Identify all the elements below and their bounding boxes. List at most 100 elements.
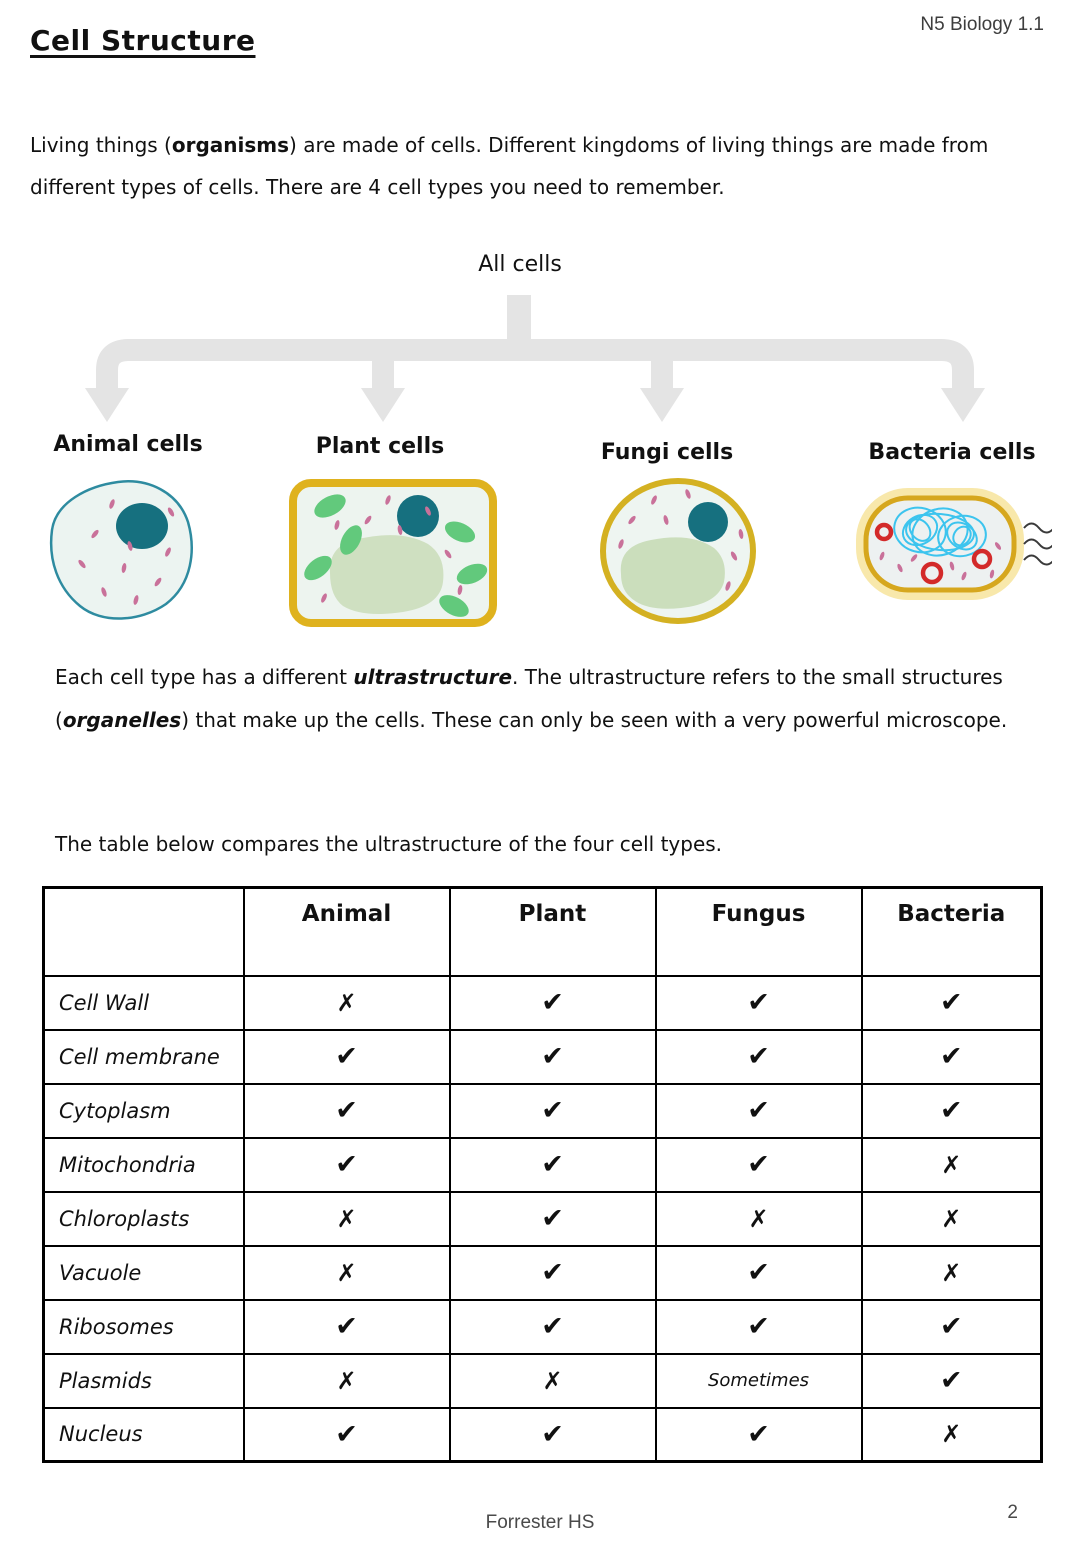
- row-label: Chloroplasts: [42, 1190, 245, 1247]
- cell-value: ✔: [654, 1406, 863, 1463]
- cell-value: ✗: [860, 1190, 1043, 1247]
- row-label: Ribosomes: [42, 1298, 245, 1355]
- page-number: 2: [1007, 1502, 1018, 1523]
- fungi-ribosome-specks: [618, 489, 744, 591]
- arrowhead-fungi: [640, 388, 684, 422]
- intro-text-pre: Living things (: [30, 133, 172, 157]
- label-plant-cells: Plant cells: [315, 434, 445, 459]
- cell-value: Sometimes: [654, 1352, 863, 1409]
- row-label: Cell membrane: [42, 1028, 245, 1085]
- table-row-cell-membrane: Cell membrane ✔ ✔ ✔ ✔: [42, 1028, 1043, 1085]
- cell-value: ✗: [860, 1406, 1043, 1463]
- plant-chloroplasts: [304, 494, 488, 617]
- table-row-chloroplasts: Chloroplasts ✗ ✔ ✗ ✗: [42, 1190, 1043, 1247]
- row-label: Cell Wall: [42, 974, 245, 1031]
- cell-value: ✔: [448, 1190, 657, 1247]
- cell-value: ✗: [654, 1190, 863, 1247]
- cell-value: ✔: [448, 1028, 657, 1085]
- cell-value: ✔: [860, 1082, 1043, 1139]
- table-row-plasmids: Plasmids ✗ ✗ Sometimes ✔: [42, 1352, 1043, 1409]
- column-header-plant: Plant: [448, 886, 657, 977]
- plant-cell-illustration: [289, 479, 497, 627]
- cell-value: ✗: [242, 1352, 451, 1409]
- cell-value: ✔: [242, 1028, 451, 1085]
- table-row-cell-wall: Cell Wall ✗ ✔ ✔ ✔: [42, 974, 1043, 1031]
- table-row-vacuole: Vacuole ✗ ✔ ✔ ✗: [42, 1244, 1043, 1301]
- bacteria-flagella: [1023, 522, 1052, 566]
- row-label: Nucleus: [42, 1406, 245, 1463]
- arrowhead-bacteria: [941, 388, 985, 422]
- row-label: Mitochondria: [42, 1136, 245, 1193]
- diagram-root-label: All cells: [478, 252, 562, 277]
- ultra-text-3: ) that make up the cells. These can only…: [181, 708, 1008, 732]
- intro-text-bold: organisms: [171, 133, 290, 157]
- cell-value: ✔: [448, 1406, 657, 1463]
- fungi-nucleus: [688, 502, 728, 542]
- label-animal-cells: Animal cells: [53, 432, 203, 457]
- cell-value: ✔: [448, 1136, 657, 1193]
- cell-value: ✗: [860, 1244, 1043, 1301]
- cell-value: ✔: [860, 1352, 1043, 1409]
- cell-value: ✗: [242, 974, 451, 1031]
- cell-value: ✔: [242, 1136, 451, 1193]
- bacteria-cell-illustration: [856, 488, 1052, 600]
- bacteria-nucleoid: [893, 506, 987, 558]
- cell-value: ✔: [448, 974, 657, 1031]
- cell-value: ✔: [448, 1244, 657, 1301]
- ultrastructure-comparison-table: Animal Plant Fungus Bacteria Cell Wall ✗…: [42, 886, 1043, 1463]
- ultra-text-1: Each cell type has a different: [55, 665, 354, 689]
- fungi-cell-illustration: [600, 478, 756, 624]
- arrowhead-plant: [361, 388, 405, 422]
- cell-value: ✗: [860, 1136, 1043, 1193]
- cell-value: ✔: [448, 1082, 657, 1139]
- ultra-bold-ultrastructure: ultrastructure: [353, 665, 513, 689]
- plant-ribosome-specks: [321, 495, 463, 603]
- footer-school-name: Forrester HS: [485, 1512, 595, 1533]
- course-code: N5 Biology 1.1: [920, 14, 1044, 35]
- plant-vacuole: [329, 535, 444, 614]
- row-label: Cytoplasm: [42, 1082, 245, 1139]
- animal-cell-illustration: [49, 480, 193, 620]
- cell-value: ✔: [448, 1298, 657, 1355]
- column-header-fungus: Fungus: [654, 886, 863, 977]
- row-label: Vacuole: [42, 1244, 245, 1301]
- animal-ribosome-specks: [78, 499, 175, 605]
- cell-value: ✗: [242, 1190, 451, 1247]
- label-fungi-cells: Fungi cells: [600, 440, 734, 465]
- cell-value: ✔: [242, 1406, 451, 1463]
- intro-paragraph: Living things (organisms) are made of ce…: [30, 124, 1040, 208]
- table-row-nucleus: Nucleus ✔ ✔ ✔ ✗: [42, 1406, 1043, 1463]
- tree-bar: [96, 339, 974, 390]
- intro-text-post: ) are made of cells. Different kingdoms …: [30, 133, 989, 199]
- table-intro-paragraph: The table below compares the ultrastruct…: [55, 832, 723, 856]
- cell-value: ✔: [654, 1082, 863, 1139]
- table-row-ribosomes: Ribosomes ✔ ✔ ✔ ✔: [42, 1298, 1043, 1355]
- row-label: Plasmids: [42, 1352, 245, 1409]
- table-row-cytoplasm: Cytoplasm ✔ ✔ ✔ ✔: [42, 1082, 1043, 1139]
- table-corner-cell: [42, 886, 245, 977]
- ultra-text-2: . The ultrastructure refers to the small…: [55, 665, 1003, 732]
- animal-nucleus: [116, 503, 168, 549]
- bacteria-ribosome-specks: [879, 542, 1002, 581]
- cell-value: ✔: [654, 1028, 863, 1085]
- cell-value: ✔: [654, 974, 863, 1031]
- cell-value: ✔: [860, 1298, 1043, 1355]
- arrowhead-animal: [85, 388, 129, 422]
- fungi-vacuole: [620, 537, 725, 609]
- column-header-bacteria: Bacteria: [860, 886, 1043, 977]
- ultrastructure-paragraph: Each cell type has a different ultrastru…: [55, 656, 1020, 742]
- cell-value: ✗: [242, 1244, 451, 1301]
- cell-value: ✔: [654, 1298, 863, 1355]
- cell-value: ✔: [654, 1244, 863, 1301]
- cell-value: ✗: [448, 1352, 657, 1409]
- label-bacteria-cells: Bacteria cells: [868, 440, 1036, 465]
- bacteria-plasmids: [874, 522, 993, 585]
- plant-nucleus: [397, 495, 439, 537]
- cell-value: ✔: [654, 1136, 863, 1193]
- ultra-bold-organelles: organelles: [62, 708, 182, 732]
- cell-value: ✔: [860, 1028, 1043, 1085]
- table-header-row: Animal Plant Fungus Bacteria: [42, 886, 1043, 977]
- column-header-animal: Animal: [242, 886, 451, 977]
- branch-arrows-diagram: [85, 295, 985, 422]
- cell-value: ✔: [860, 974, 1043, 1031]
